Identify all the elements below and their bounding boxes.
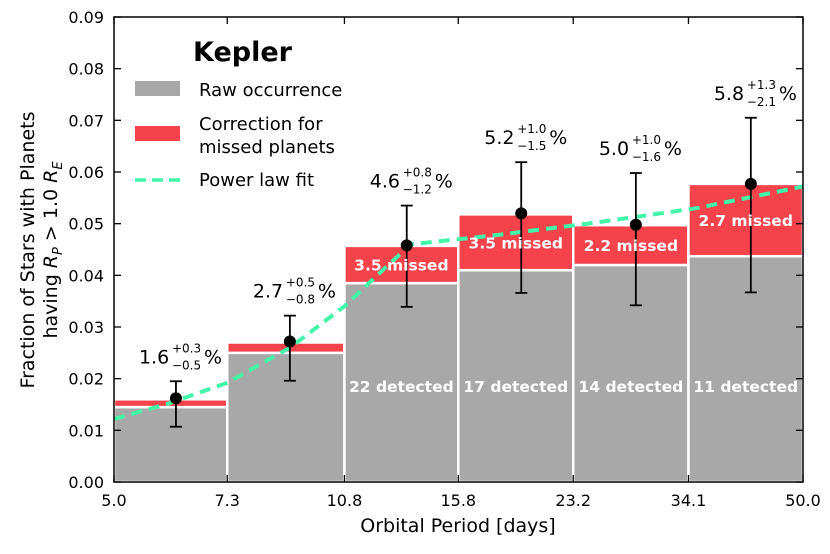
bar-label-detected-5: 11 detected [693, 378, 798, 396]
raw-occurrence-bar-4 [571, 263, 690, 484]
percent-label-upper-5: +1.3 [747, 78, 776, 92]
bar-label-missed-4: 2.2 missed [584, 237, 678, 255]
x-tick-label-1: 7.3 [215, 491, 240, 510]
power-law-fit-line [113, 184, 804, 421]
percent-label-main-4: 5.0 [599, 138, 629, 160]
percent-label-3: 5.2 +1.0 −1.5% [484, 122, 567, 153]
y-tick-label-2: 0.02 [68, 370, 104, 389]
x-axis-label: Orbital Period [days] [360, 515, 555, 537]
percent-label-unit-2: % [435, 171, 453, 193]
missed-correction-bar-5 [687, 182, 805, 258]
raw-occurrence-bar-1 [225, 351, 346, 484]
y-tick-label-9: 0.09 [68, 8, 104, 27]
legend-label-correction-line2: missed planets [199, 137, 335, 158]
raw-occurrence-bar-3 [457, 268, 575, 484]
x-tick-label-6: 50.0 [785, 491, 821, 510]
raw-occurrence-bar-2 [343, 281, 460, 484]
bar-label-missed-3: 3.5 missed [469, 234, 563, 252]
legend-title: Kepler [193, 37, 293, 68]
percent-label-1: 2.7 +0.5 −0.8% [253, 276, 336, 307]
bar-label-missed-2: 3.5 missed [354, 256, 448, 274]
missed-correction-bar-3 [457, 213, 575, 272]
bars-layer [112, 182, 805, 484]
axes-layer: 0.00 0.01 0.02 0.03 0.04 0.05 0.06 0.07 0.08 0.09… [68, 8, 820, 510]
y-tick-label-5: 0.05 [68, 215, 104, 234]
percent-label-main-5: 5.8 [714, 83, 744, 105]
fit-layer [113, 184, 804, 421]
percent-label-main-2: 4.6 [370, 171, 400, 193]
percent-label-lower-0: −0.5 [172, 358, 201, 372]
percent-label-upper-0: +0.3 [172, 341, 201, 355]
percent-label-lower-4: −1.6 [632, 150, 661, 164]
legend-swatch-correction [135, 126, 180, 141]
data-point-3 [515, 207, 528, 220]
percent-label-unit-4: % [664, 138, 682, 160]
percent-label-unit-3: % [549, 127, 567, 149]
bar-label-detected-4: 14 detected [579, 378, 684, 396]
legend-label-fit: Power law fit [199, 170, 314, 191]
percent-label-lower-3: −1.5 [517, 139, 546, 153]
percent-label-unit-5: % [779, 83, 797, 105]
x-tick-label-3: 15.8 [440, 491, 476, 510]
percent-label-4: 5.0 +1.0 −1.6% [599, 133, 682, 164]
raw-occurrence-bar-0 [112, 405, 229, 484]
y-tick-label-7: 0.07 [68, 111, 104, 130]
x-tick-label-0: 5.0 [101, 491, 126, 510]
legend-label-correction-line1: Correction for [199, 114, 323, 135]
x-tick-label-5: 34.1 [671, 491, 707, 510]
percent-label-upper-3: +1.0 [517, 122, 546, 136]
legend-label-raw: Raw occurrence [199, 80, 342, 101]
percent-label-upper-2: +0.8 [403, 166, 432, 180]
y-tick-label-8: 0.08 [68, 60, 104, 79]
percent-label-lower-5: −2.1 [747, 95, 776, 109]
points-layer [169, 116, 757, 428]
bar-label-detected-2: 22 detected [349, 378, 454, 396]
data-point-1 [283, 335, 296, 348]
percent-label-2: 4.6 +0.8 −1.2% [370, 166, 453, 197]
y-tick-label-4: 0.04 [68, 266, 104, 285]
legend: Kepler Raw occurrence Correction for mis… [135, 37, 342, 191]
percent-label-lower-1: −0.8 [286, 293, 315, 307]
percent-label-unit-1: % [318, 281, 336, 303]
y-tick-label-0: 0.00 [68, 473, 104, 492]
data-point-5 [744, 177, 757, 190]
percent-label-unit-0: % [204, 346, 222, 368]
legend-swatch-raw [135, 81, 180, 96]
percent-label-5: 5.8 +1.3 −2.1% [714, 78, 797, 109]
data-point-2 [400, 239, 413, 252]
percent-label-0: 1.6 +0.3 −0.5% [139, 341, 222, 372]
percent-label-lower-2: −1.2 [403, 183, 432, 197]
y-tick-label-1: 0.01 [68, 421, 104, 440]
percent-labels-layer: 1.6 +0.3−0.5 %2.7 +0.5−0.8 %4.6 +0.8−1.2 %5.2 +… [139, 78, 797, 373]
raw-occurrence-bar-5 [687, 254, 805, 484]
percent-label-main-1: 2.7 [253, 281, 283, 303]
y-tick-label-3: 0.03 [68, 318, 104, 337]
percent-label-upper-4: +1.0 [632, 133, 661, 147]
x-tick-label-4: 23.2 [555, 491, 591, 510]
x-tick-label-2: 10.8 [327, 491, 363, 510]
data-point-0 [169, 392, 182, 405]
percent-label-main-0: 1.6 [139, 346, 169, 368]
missed-correction-bar-4 [571, 223, 690, 267]
bar-label-missed-5: 2.7 missed [699, 212, 793, 230]
percent-label-upper-1: +0.5 [286, 276, 315, 290]
bar-label-detected-3: 17 detected [463, 378, 568, 396]
y-tick-label-6: 0.06 [68, 163, 104, 182]
percent-label-main-3: 5.2 [484, 127, 514, 149]
y-axis-label-line1: Fraction of Stars with Planets [17, 112, 39, 389]
bar-labels-layer: 22 detected 3.5 missed 17 detected 3.5 miss… [349, 212, 798, 396]
data-point-4 [629, 218, 642, 231]
